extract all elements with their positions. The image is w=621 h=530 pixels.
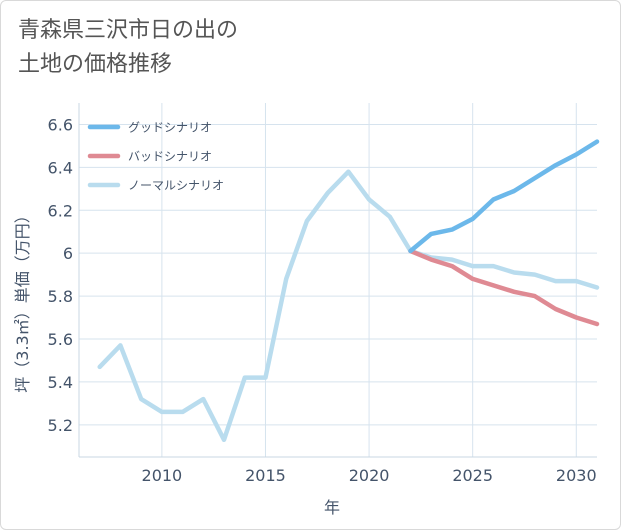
y-tick-label: 6 bbox=[63, 244, 73, 263]
x-tick-label: 2020 bbox=[349, 466, 390, 485]
y-tick-label: 5.8 bbox=[48, 287, 73, 306]
series-lines bbox=[97, 139, 600, 443]
x-tick-label: 2025 bbox=[452, 466, 493, 485]
axis-ticks: 5.2 5.4 5.6 5.8 6 6.2 6.4 6.6 2010 2015 2020 2025 20… bbox=[48, 115, 597, 485]
chart-title-line-1: 青森県三沢市日の出の bbox=[18, 18, 239, 43]
x-tick-label: 2010 bbox=[142, 466, 183, 485]
y-tick-label: 5.4 bbox=[48, 373, 73, 392]
y-tick-label: 6.6 bbox=[48, 115, 73, 134]
legend-label-bad: バッドシナリオ bbox=[128, 150, 212, 164]
series-line-normal bbox=[97, 169, 600, 443]
y-tick-label: 5.2 bbox=[48, 416, 73, 435]
y-axis-label: 坪（3.3㎡）単価（万円） bbox=[13, 207, 32, 392]
x-tick-label: 2030 bbox=[556, 466, 597, 485]
chart-title-line-2: 土地の価格推移 bbox=[18, 52, 173, 77]
legend-label-good: グッドシナリオ bbox=[128, 121, 212, 135]
y-tick-label: 5.6 bbox=[48, 330, 73, 349]
chart-title: 青森県三沢市日の出の 土地の価格推移 bbox=[18, 14, 378, 82]
x-axis-label: 年 bbox=[324, 498, 340, 517]
x-tick-label: 2015 bbox=[245, 466, 286, 485]
y-tick-label: 6.4 bbox=[48, 158, 73, 177]
legend-label-normal: ノーマルシナリオ bbox=[128, 179, 224, 193]
series-line-good bbox=[408, 139, 600, 254]
series-line-bad bbox=[408, 248, 600, 327]
y-tick-label: 6.2 bbox=[48, 201, 73, 220]
